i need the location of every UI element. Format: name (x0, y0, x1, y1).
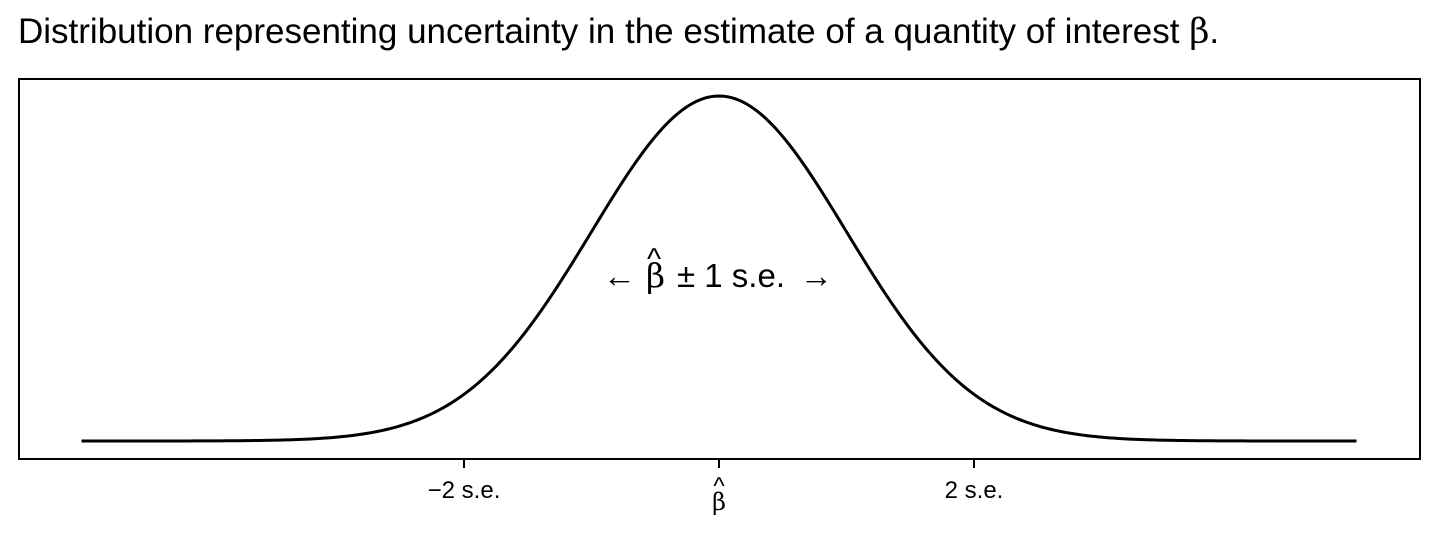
annotation-beta: β (646, 256, 665, 295)
se-annotation: ← ^ β ± 1 s.e. → (603, 243, 833, 295)
x-tick-label-hat: ^ (713, 473, 725, 500)
x-tick-label: 2 s.e. (945, 477, 1004, 504)
x-tick-label: −2 s.e. (428, 477, 501, 504)
annotation-right-arrow: → (800, 257, 833, 294)
annotation-hat: ^ (647, 243, 661, 276)
annotation-left-arrow: ← (603, 257, 636, 294)
title-suffix: . (1209, 12, 1220, 51)
x-tick-label-beta: β (712, 488, 726, 516)
chart-title: Distribution representing uncertainty in… (18, 12, 1219, 52)
annotation-text: ± 1 s.e. (677, 257, 785, 294)
density-curve (81, 94, 1357, 443)
title-beta-symbol: β (1189, 12, 1210, 52)
x-axis-ticks: −2 s.e. ^β 2 s.e. (428, 459, 1004, 516)
title-prefix: Distribution representing uncertainty in… (18, 12, 1190, 51)
